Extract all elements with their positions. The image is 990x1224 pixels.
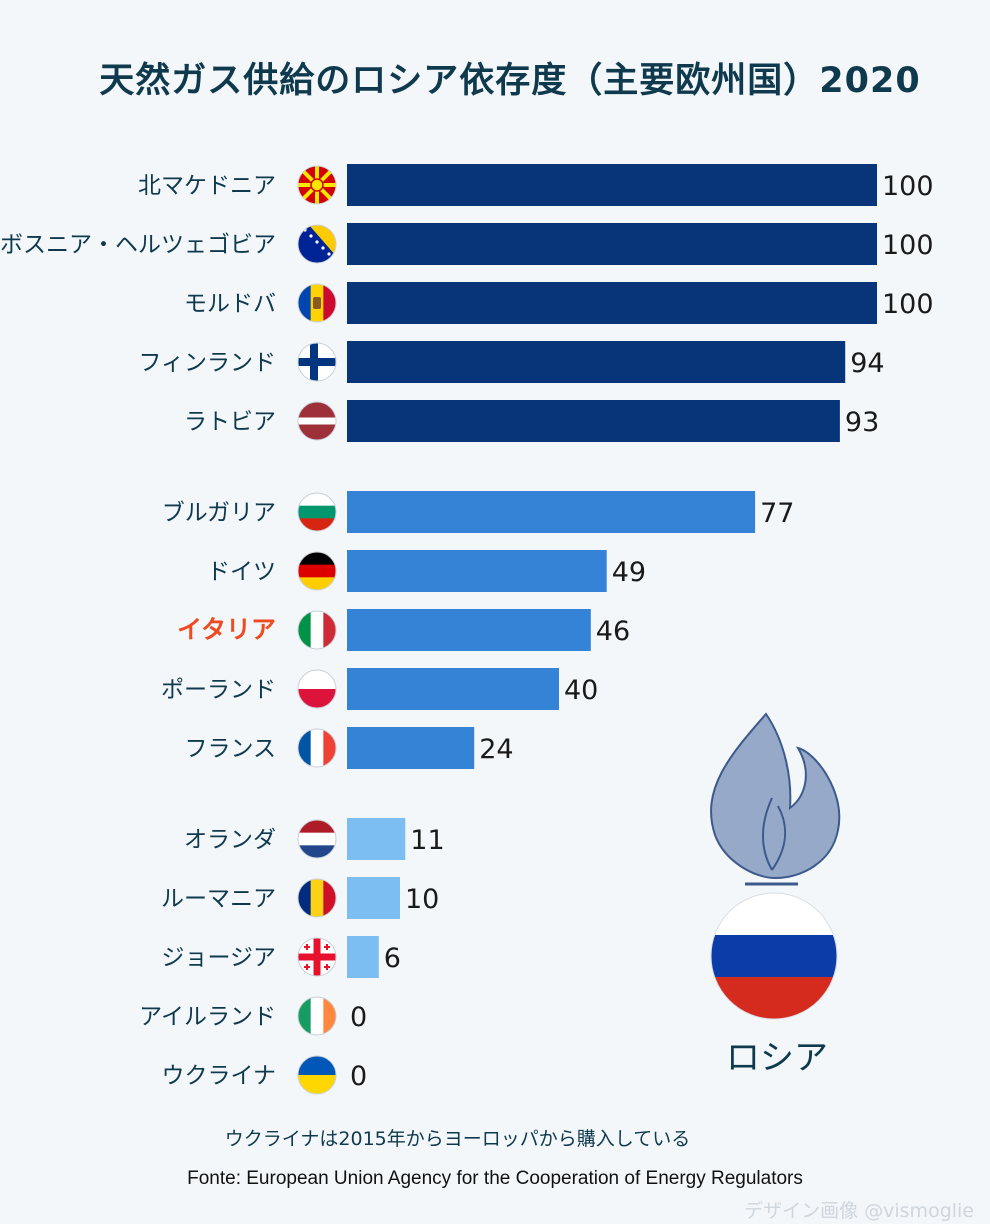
ireland-flag-icon [298, 997, 336, 1035]
bar [347, 609, 591, 651]
category-label: イタリア [177, 615, 276, 644]
value-label: 77 [760, 498, 794, 529]
flag-border [297, 669, 337, 709]
bar [347, 400, 840, 442]
flag-border [297, 342, 337, 382]
bar [347, 223, 877, 265]
category-label: ドイツ [207, 559, 276, 585]
bosnia-flag-icon [298, 225, 336, 263]
chart-title: 天然ガス供給のロシア依存度（主要欧州国）2020 [99, 61, 921, 101]
value-label: 94 [850, 348, 884, 379]
bar [347, 936, 379, 978]
finland-flag-icon [298, 343, 336, 381]
inner-flame-icon [761, 797, 787, 871]
category-label: ブルガリア [162, 500, 276, 526]
north-macedonia-flag-icon [298, 166, 336, 204]
value-label: 24 [479, 734, 513, 765]
value-label: 10 [405, 884, 439, 915]
bar [347, 282, 877, 324]
flag-border [297, 1055, 337, 1095]
ukraine-flag-icon [298, 1056, 336, 1094]
value-label: 0 [350, 1061, 367, 1092]
watermark: デザイン画像 @vismoglie [744, 1200, 974, 1222]
latvia-flag-icon [298, 402, 336, 440]
germany-flag-icon [298, 552, 336, 590]
russia-graphic [710, 712, 841, 1020]
category-label: フランス [184, 736, 276, 762]
georgia-flag-icon [298, 938, 336, 976]
category-label: 北マケドニア [138, 173, 276, 199]
moldova-flag-icon [298, 284, 336, 322]
value-label: 0 [350, 1002, 367, 1033]
russia-flag-icon [710, 892, 838, 1020]
value-label: 6 [384, 943, 401, 974]
flag-border [297, 165, 337, 205]
flag-border [297, 492, 337, 532]
category-label: ポーランド [161, 677, 276, 703]
flag-border [297, 878, 337, 918]
category-label: アイルランド [139, 1004, 276, 1030]
category-label: ルーマニア [161, 886, 276, 912]
bar [347, 341, 846, 383]
value-label: 49 [612, 557, 646, 588]
flag-border [297, 996, 337, 1036]
flag-border [297, 551, 337, 591]
flag-border [297, 728, 337, 768]
bar [347, 668, 559, 710]
france-flag-icon [298, 729, 336, 767]
category-label: モルドバ [184, 291, 276, 317]
value-label: 100 [882, 230, 934, 261]
value-label: 93 [845, 407, 879, 438]
flag-border [297, 819, 337, 859]
value-label: 100 [882, 171, 934, 202]
poland-flag-icon [298, 670, 336, 708]
category-label: オランダ [184, 827, 276, 853]
category-label: ジョージア [161, 945, 276, 971]
category-label: フィンランド [138, 350, 276, 376]
value-label: 11 [410, 825, 444, 856]
bar [347, 491, 756, 533]
category-label: ラトビア [184, 409, 276, 435]
category-label: ボスニア・ヘルツェゴビア [0, 232, 276, 258]
italy-flag-icon [298, 611, 336, 649]
source-credit: Fonte: European Union Agency for the Coo… [187, 1168, 803, 1189]
value-label: 100 [882, 289, 934, 320]
bar [347, 727, 475, 769]
flag-border [297, 401, 337, 441]
flag-border [297, 937, 337, 977]
bar [347, 550, 607, 592]
bulgaria-flag-icon [298, 493, 336, 531]
bar [347, 164, 877, 206]
footnote: ウクライナは2015年からヨーロッパから購入している [224, 1128, 691, 1150]
bar [347, 818, 406, 860]
category-label: ウクライナ [161, 1063, 276, 1089]
bar [347, 877, 400, 919]
flag-border [297, 610, 337, 650]
russia-label: ロシア [726, 1038, 828, 1078]
netherlands-flag-icon [298, 820, 336, 858]
romania-flag-icon [298, 879, 336, 917]
gas-flame-icon [710, 712, 841, 880]
flag-border [297, 283, 337, 323]
value-label: 40 [564, 675, 598, 706]
value-label: 46 [596, 616, 630, 647]
flag-border [297, 224, 337, 264]
